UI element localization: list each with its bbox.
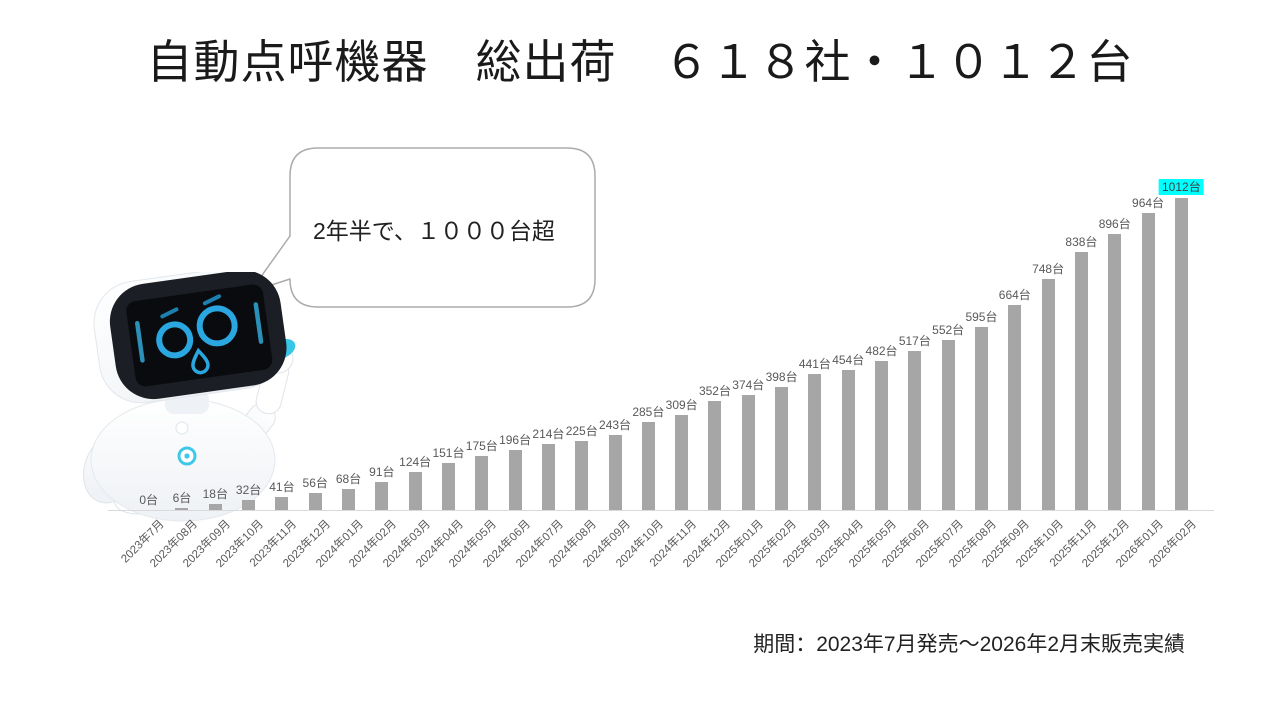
bar [841, 370, 855, 510]
bar-value-label: 41台 [269, 480, 295, 495]
bar [875, 361, 889, 510]
bar [1074, 251, 1088, 510]
bar-value-label: 964台 [1132, 195, 1165, 210]
bar-value-label: 664台 [998, 288, 1031, 303]
bar [242, 500, 256, 510]
bar [808, 374, 822, 510]
bar-value-label: 398台 [765, 370, 798, 385]
bar [941, 339, 955, 510]
bar [308, 492, 322, 510]
bar [375, 481, 389, 510]
bar [1174, 198, 1188, 510]
bar [508, 449, 522, 510]
bar-value-label: 214台 [532, 427, 565, 442]
bar [1041, 279, 1055, 510]
bar-value-label: 285台 [632, 405, 665, 420]
bar [208, 504, 222, 510]
bar-value-label: 6台 [172, 491, 192, 506]
bar [608, 435, 622, 510]
bar-value-label: 595台 [965, 309, 998, 324]
speech-bubble-text: 2年半で、１０００台超 [313, 218, 555, 244]
bar-value-label: 552台 [932, 322, 965, 337]
bar-value-label: 68台 [335, 472, 362, 487]
bar [1008, 305, 1022, 510]
bar-value-label: 454台 [832, 353, 865, 368]
bar-value-label: 482台 [865, 344, 898, 359]
bar [675, 414, 689, 510]
bar-value-label: 838台 [1065, 234, 1098, 249]
bar-value-label: 225台 [565, 423, 598, 438]
bar [575, 440, 589, 510]
bar-value-label: 151台 [432, 446, 465, 461]
bar-value-label: 91台 [369, 464, 395, 479]
bar-value-label: 18台 [202, 487, 228, 502]
bar [908, 350, 922, 510]
speech-bubble [249, 147, 596, 308]
bar [475, 456, 489, 510]
bar-value-label: 32台 [235, 483, 262, 498]
bar-value-label: 748台 [1032, 262, 1065, 277]
bar-value-label: 196台 [499, 432, 532, 447]
bar [408, 471, 422, 510]
period-caption: 期間：2023年7月発売～2026年2月末販売実績 [753, 633, 1185, 656]
bar-value-label: 517台 [898, 333, 931, 348]
robot-mascot-icon [83, 272, 296, 522]
bar [175, 508, 189, 510]
bar-value-label: 896台 [1098, 216, 1131, 231]
bar-value-label: 56台 [302, 475, 328, 490]
bar [275, 497, 289, 510]
page-title: 自動点呼機器 総出荷 ６１８社・１０１２台 [146, 36, 1134, 88]
bar-value-label: 309台 [665, 397, 698, 412]
bar [1108, 233, 1122, 510]
bar [775, 387, 789, 510]
bar-value-label: 441台 [798, 357, 831, 372]
bar-value-label: 374台 [732, 377, 765, 392]
bar [342, 489, 356, 510]
x-axis-line [108, 510, 1214, 511]
bar [974, 326, 988, 510]
bar-value-label: 1012台 [1158, 179, 1204, 195]
bar-value-label: 352台 [698, 384, 731, 399]
bar [641, 422, 655, 510]
bar [541, 444, 555, 510]
bar-value-label: 124台 [399, 454, 432, 469]
bar-value-label: 175台 [465, 439, 498, 454]
shipments-bar-chart: 0台 6台 18台 32台 41台 56台 68台 91台 124台 151台 175台 196台 21… [132, 179, 1204, 510]
bar [1141, 212, 1155, 510]
x-axis-ticks: 2023年7月 2023年08月 2023年09月 2023年10月 2023年11月 2… [119, 516, 1199, 596]
bar [708, 401, 722, 510]
bar-value-label: 243台 [599, 418, 632, 433]
bar-value-label: 0台 [139, 493, 158, 507]
bar [741, 394, 755, 510]
bar [441, 463, 455, 510]
